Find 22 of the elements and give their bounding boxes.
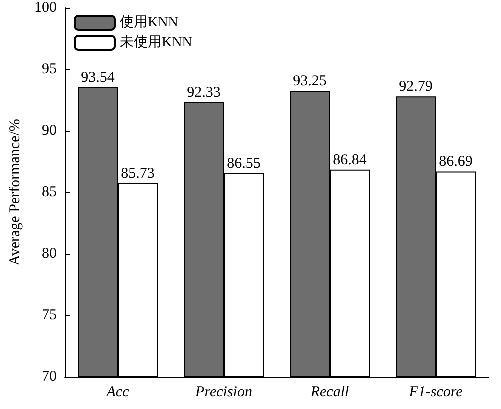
y-tick-label: 85 — [42, 184, 57, 200]
x-tick-label: F1-score — [408, 384, 464, 400]
x-tick-label: Precision — [194, 384, 252, 400]
data-label: 92.33 — [187, 84, 221, 101]
data-label: 86.55 — [227, 156, 261, 172]
legend-label: 未使用KNN — [120, 34, 192, 50]
x-tick-label: Recall — [310, 384, 350, 400]
data-label: 85.73 — [121, 166, 155, 182]
data-label: 93.25 — [293, 74, 327, 90]
data-label: 86.84 — [333, 152, 368, 168]
data-label: 86.69 — [439, 154, 473, 170]
x-tick-label: Acc — [106, 384, 130, 400]
y-tick-label: 75 — [42, 308, 57, 324]
y-axis-title: Average Performance/% — [8, 119, 24, 266]
y-tick-label: 100 — [34, 0, 57, 16]
y-tick-label: 90 — [42, 123, 57, 139]
legend-label: 使用KNN — [120, 14, 178, 30]
data-label: 92.79 — [399, 79, 433, 96]
y-tick-label: 95 — [42, 62, 57, 78]
y-tick-label: 70 — [42, 369, 57, 385]
y-tick-label: 80 — [42, 246, 57, 262]
data-label: 93.54 — [81, 70, 116, 86]
